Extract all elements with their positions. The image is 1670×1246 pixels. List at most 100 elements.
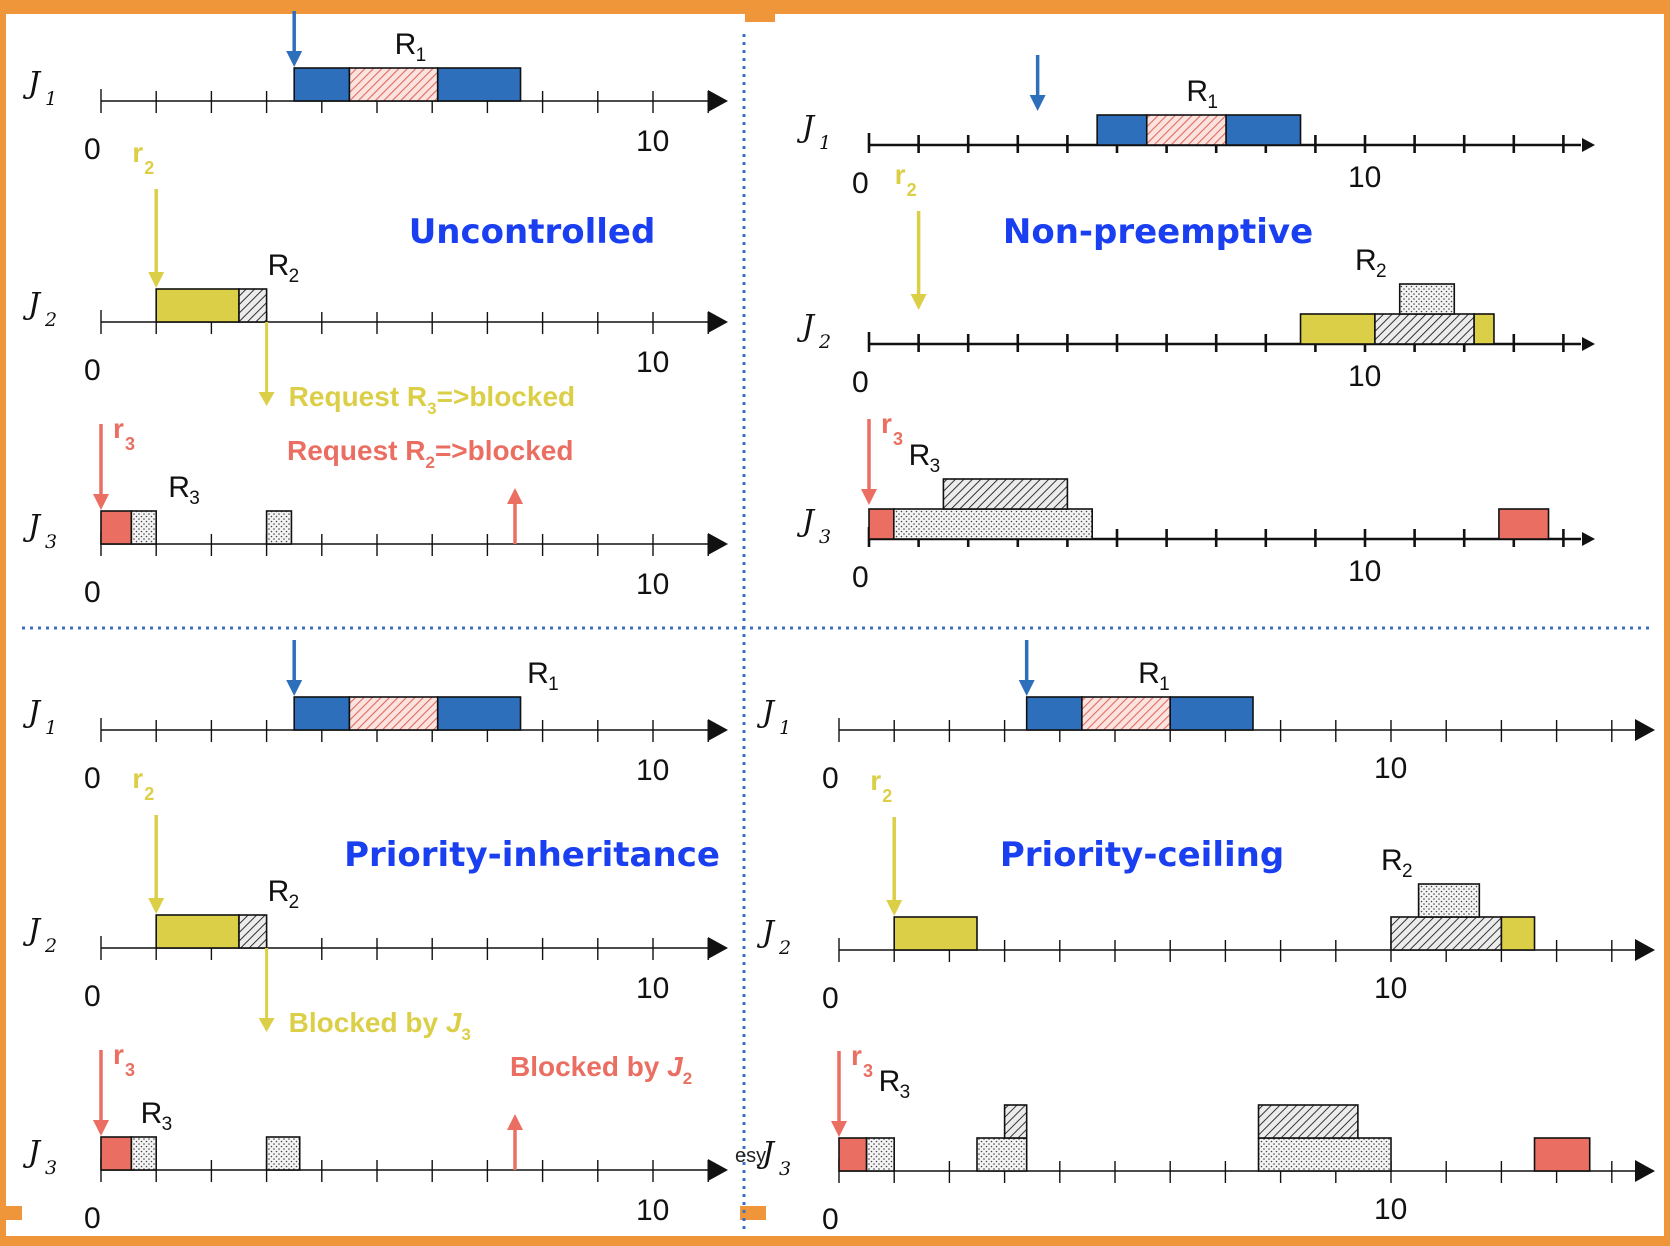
release-label-subscript: 3 [125,434,135,454]
block-r1 [348,696,439,731]
block-exec [436,67,522,102]
tick-label-ten: 10 [1374,752,1407,785]
block-r3 [1257,1137,1392,1172]
title-priority-ceiling: Priority-ceiling [1000,835,1284,875]
axis-arrowhead [1582,138,1595,152]
row-j3: 0 10J 3R 3r 3 [796,408,1595,594]
block-exec [100,510,133,545]
tick-label-zero: 0 [84,1202,101,1235]
tick-label-ten: 10 [1348,161,1381,194]
block-exec [1025,696,1083,731]
resource-label-subscript: 1 [1207,92,1218,113]
job-label: J [22,695,42,730]
release-arrowhead [831,1121,847,1137]
tick-label-ten: 10 [1374,1193,1407,1226]
release-arrowhead [148,898,165,914]
job-label-subscript: 2 [778,937,791,959]
block-exec [1533,1137,1591,1172]
block-r3 [1398,283,1456,315]
blocked-note: Blocked by J2 [510,1051,692,1088]
job-label: J [756,915,776,950]
release-label-subscript: 3 [125,1060,135,1080]
resource-label-subscript: 3 [930,456,941,477]
blocked-arrowhead [258,1018,275,1032]
block-exec [1169,696,1254,731]
release-arrowhead [148,272,165,288]
job-label-subscript: 1 [779,717,791,739]
job-label-subscript: 3 [819,526,831,548]
job-label: J [796,110,816,145]
release-label-subscript: 2 [144,158,154,178]
tick-label-ten: 10 [636,346,669,379]
resource-label: R [879,1065,901,1098]
axis-arrowhead [708,1159,728,1181]
release-arrowhead-j1 [286,680,303,696]
resource-label-subscript: 1 [416,45,427,66]
release-label: r [895,159,906,190]
tick-label-ten: 10 [1348,555,1381,588]
job-label: J [22,509,42,544]
resource-label: R [1355,244,1377,277]
tick-label-ten: 10 [1348,360,1381,393]
release-arrowhead [861,489,877,505]
block-r1 [348,67,439,102]
resource-label-subscript: 1 [548,674,559,695]
blocked-note: Blocked by J3 [289,1007,471,1044]
tick-label-zero: 0 [822,982,839,1015]
release-label: r [870,765,881,796]
frame-bottom-bar [0,1236,1670,1246]
release-label: r [113,1039,124,1070]
block-exec [155,288,240,323]
blocked-note: Request R3=>blocked [289,381,575,418]
axis-arrowhead [1635,719,1655,741]
resource-label-subscript: 2 [289,266,300,287]
job-label: J [756,695,776,730]
release-arrowhead [93,1120,109,1136]
job-label-subscript: 2 [818,331,831,353]
release-label: r [132,763,143,794]
resource-label: R [141,1097,163,1130]
resource-label: R [1186,75,1208,108]
release-arrowhead-j1 [1029,95,1046,111]
tick-label-zero: 0 [84,980,101,1013]
job-label: J [22,913,42,948]
resource-label: R [268,249,290,282]
frame-bottom-notch-mid [740,1206,766,1220]
frame-top-notch [745,0,775,22]
block-exec [1225,114,1302,146]
axis-arrowhead [708,719,728,741]
job-label-subscript: 2 [44,309,57,331]
job-label: J [22,287,42,322]
release-arrowhead-j1 [1018,680,1035,696]
tick-label-zero: 0 [852,167,869,200]
release-label-subscript: 3 [893,429,903,449]
row-j2: 0 10J 2R 2r 2 [756,765,1655,1015]
axis-arrowhead [1635,939,1655,961]
block-exec [155,914,240,949]
release-label: r [851,1040,862,1071]
block-r3 [976,1137,1028,1172]
block-r2 [1257,1104,1359,1139]
resource-label: R [527,657,549,690]
tick-label-ten: 10 [636,1194,669,1227]
axis-arrowhead [708,90,728,112]
axis-arrowhead [1582,337,1595,351]
panel-priority-ceiling: 0 10J 1R 10 10J 2R 2r 20 10J 3R 3r 3 [756,640,1655,1236]
tick-label-zero: 0 [822,1203,839,1236]
axis-arrowhead [708,937,728,959]
block-r2 [238,288,268,323]
resource-label-subscript: 3 [900,1082,911,1103]
tick-label-ten: 10 [636,754,669,787]
resource-label: R [909,439,931,472]
title-priority-inheritance: Priority-inheritance [344,835,720,875]
resource-label-subscript: 2 [1376,261,1387,282]
title-non-preemptive: Non-preemptive [1003,212,1313,252]
resource-label-subscript: 1 [1159,674,1170,695]
row-j1: 0 10J 1R 1 [22,11,728,166]
job-label-subscript: 3 [779,1158,791,1180]
release-label-subscript: 3 [863,1061,873,1081]
block-r2 [238,914,268,949]
